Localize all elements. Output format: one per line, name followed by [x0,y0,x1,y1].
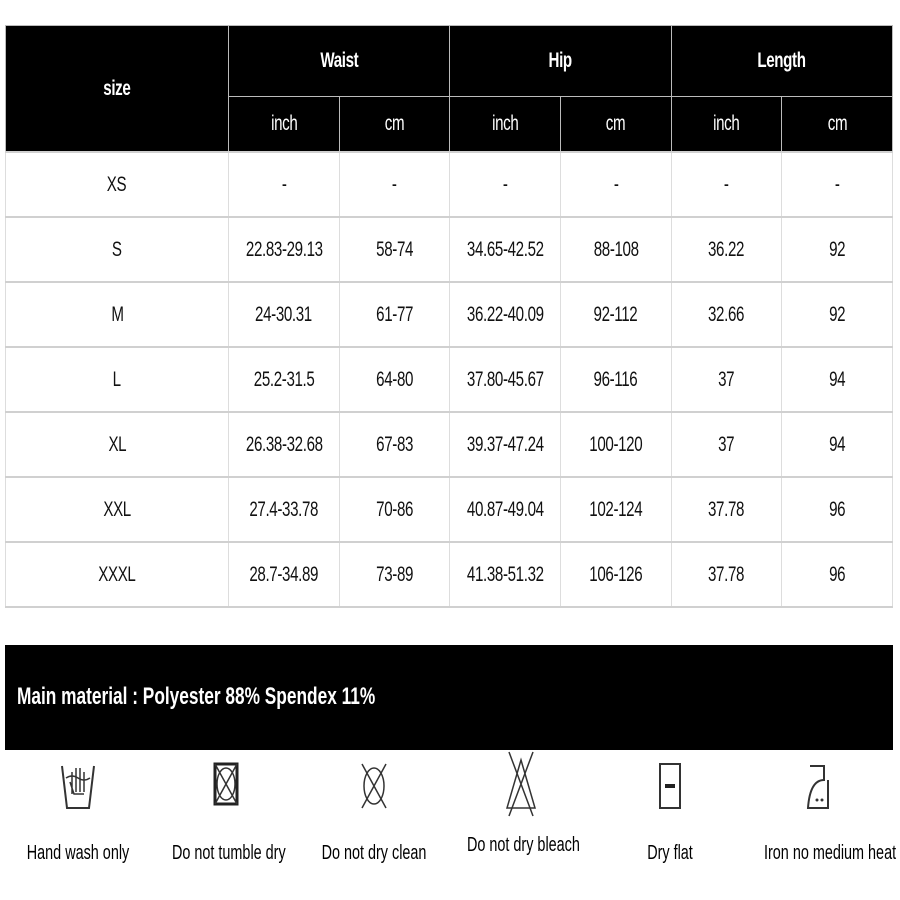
measurement-cell: 25.2-31.5 [228,346,340,413]
measurement-cell: 24-30.31 [228,281,340,348]
measurement-cell: - [559,151,672,218]
measurement-cell: 106-126 [559,541,672,608]
measurement-cell: 36.22 [670,216,783,283]
measurement-cell: 36.22-40.09 [449,281,561,348]
unit-header: cm [559,96,672,153]
measurement-cell: - [228,151,340,218]
measurement-cell: 37 [670,346,783,413]
care-no-bleach: Do not dry bleach [446,751,596,857]
material-text: Main material : Polyester 88% Spendex 11… [17,683,376,710]
hand-wash-icon [61,765,95,809]
measurement-cell: 73-89 [338,541,451,608]
measurement-cell: 40.87-49.04 [449,476,561,543]
measurement-cell: 37.78 [670,476,783,543]
measurement-cell: 37 [670,411,783,478]
measurement-cell: 37.80-45.67 [449,346,561,413]
measurement-cell: 28.7-34.89 [228,541,340,608]
measurement-cell: 92 [781,216,893,283]
size-cell: M [5,281,229,348]
size-cell: L [5,346,229,413]
care-label: Hand wash only [26,842,130,864]
care-label: Dry flat [647,842,693,864]
measurement-cell: 26.38-32.68 [228,411,340,478]
size-cell: XXXL [5,541,229,608]
table-row: M 24-30.31 61-77 36.22-40.09 92-112 32.66 92 [5,281,893,348]
size-cell: XS [5,151,229,218]
measurement-cell: - [338,151,451,218]
no-dry-clean-icon [361,763,387,809]
size-header: size [5,25,229,153]
table-row: XS - - - - - - [5,151,893,218]
no-bleach-icon [506,751,536,817]
measurement-cell: 67-83 [338,411,451,478]
iron-medium-heat-icon [806,765,829,809]
care-label: Iron no medium heat [764,842,897,864]
length-header: Length [670,25,894,97]
measurement-cell: 96 [781,476,893,543]
measurement-cell: 34.65-42.52 [449,216,561,283]
table-row: S 22.83-29.13 58-74 34.65-42.52 88-108 36.22 9… [5,216,893,283]
unit-header: inch [670,96,783,153]
size-cell: S [5,216,229,283]
hip-header: Hip [449,25,672,97]
care-label: Do not tumble dry [172,842,286,864]
table-row: XXL 27.4-33.78 70-86 40.87-49.04 102-124 37.7… [5,476,893,543]
care-no-dry-clean: Do not dry clean [299,758,449,865]
measurement-cell: 22.83-29.13 [228,216,340,283]
measurement-cell: 88-108 [559,216,672,283]
measurement-cell: 94 [781,411,893,478]
size-cell: XXL [5,476,229,543]
measurement-cell: 41.38-51.32 [449,541,561,608]
measurement-cell: 94 [781,346,893,413]
measurement-cell: 27.4-33.78 [228,476,340,543]
waist-header: Waist [227,25,451,97]
size-cell: XL [5,411,229,478]
measurement-cell: 70-86 [338,476,451,543]
measurement-cell: - [781,151,893,218]
measurement-cell: - [449,151,561,218]
size-chart-table: size Waist Hip Length inch cm inch cm inch cm… [5,25,894,608]
dry-flat-icon [659,763,681,809]
unit-header: inch [449,96,561,153]
measurement-cell: - [670,151,783,218]
no-tumble-dry-icon [213,762,239,806]
table-row: XXXL 28.7-34.89 73-89 41.38-51.32 106-126 37.… [5,541,893,608]
measurement-cell: 39.37-47.24 [449,411,561,478]
unit-header: cm [781,96,893,153]
measurement-cell: 100-120 [559,411,672,478]
care-iron: Iron no medium heat [743,758,897,865]
measurement-cell: 92 [781,281,893,348]
table-row: XL 26.38-32.68 67-83 39.37-47.24 100-120 37 94 [5,411,893,478]
care-label: Do not dry clean [321,842,427,864]
material-banner: Main material : Polyester 88% Spendex 11… [5,645,893,750]
unit-header: inch [228,96,340,153]
care-hand-wash: Hand wash only [3,758,153,865]
care-dry-flat: Dry flat [595,758,745,865]
measurement-cell: 92-112 [559,281,672,348]
care-label: Do not dry bleach [467,834,580,856]
measurement-cell: 32.66 [670,281,783,348]
measurement-cell: 58-74 [338,216,451,283]
unit-header: cm [338,96,451,153]
measurement-cell: 37.78 [670,541,783,608]
measurement-cell: 96 [781,541,893,608]
measurement-cell: 64-80 [338,346,451,413]
care-no-tumble-dry: Do not tumble dry [151,758,301,865]
measurement-cell: 102-124 [559,476,672,543]
measurement-cell: 96-116 [559,346,672,413]
measurement-cell: 61-77 [338,281,451,348]
table-row: L 25.2-31.5 64-80 37.80-45.67 96-116 37 94 [5,346,893,413]
